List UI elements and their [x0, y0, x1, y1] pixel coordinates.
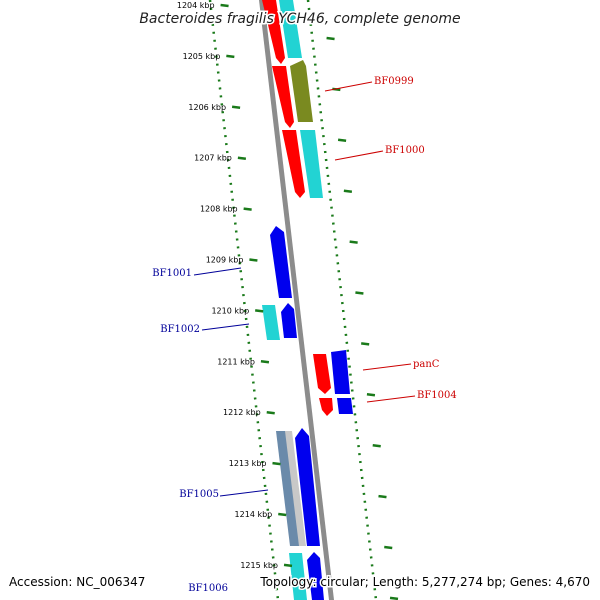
scale-tick-left — [226, 54, 235, 59]
gene-grey — [285, 431, 306, 546]
scale-tick-label: 1215 kbp — [240, 561, 278, 570]
callout-line — [362, 363, 412, 371]
scale-tick-label: 1210 kbp — [211, 306, 249, 315]
genome-backbone — [259, 0, 334, 600]
callout-line — [366, 395, 416, 403]
gene-cyan — [279, 0, 302, 58]
scale-tick-left — [249, 258, 258, 262]
gene-label-bf1000: BF1000 — [385, 145, 425, 156]
scale-tick-label: 1206 kbp — [188, 103, 226, 112]
scale-tick-right — [355, 291, 364, 295]
scale-tick-label: 1213 kbp — [229, 459, 267, 468]
gene-label-bf1004: BF1004 — [417, 390, 457, 401]
gene-red — [313, 354, 331, 394]
gene-callouts: BF0999 BF1000 BF1001 BF1002 panC BF1004 … — [152, 76, 457, 594]
scale-tick-label: 1208 kbp — [200, 205, 238, 214]
gene-label-panc: panC — [413, 359, 440, 370]
scale-tick-label: 1214 kbp — [235, 510, 273, 519]
scale-tick-label: 1205 kbp — [183, 52, 221, 61]
scale-tick-right — [378, 494, 387, 499]
scale-tick-left — [237, 156, 247, 160]
scale-tick-right — [326, 36, 335, 41]
scale-tick-left — [255, 309, 264, 313]
callout-line — [201, 323, 250, 331]
gene-blue — [295, 428, 320, 546]
scale-tick-left — [243, 207, 252, 211]
gene-red — [262, 0, 285, 64]
accession-text: Accession: NC_006347 — [9, 575, 145, 589]
gene-red — [282, 130, 305, 198]
topology-text: Topology: circular; Length: 5,277,274 bp… — [259, 575, 590, 589]
gene-blue — [337, 398, 353, 414]
scale-tick-right — [372, 443, 381, 448]
scale-tick-left — [272, 461, 281, 466]
gene-label-bf0999: BF0999 — [374, 76, 414, 87]
callout-line — [334, 150, 384, 161]
scale-tick-label: 1211 kbp — [217, 357, 255, 366]
scale-tick-left — [231, 105, 241, 110]
gene-label-bf1001: BF1001 — [152, 268, 192, 279]
scale-tick-right — [361, 342, 370, 346]
callout-line — [324, 81, 373, 92]
scale-ticks: 1204 kbp 1205 kbp 1206 kbp 1207 kbp 1208 kbp… — [177, 1, 399, 600]
gene-blue — [331, 350, 350, 394]
gene-label-bf1005: BF1005 — [179, 489, 219, 500]
gene-blue — [270, 226, 292, 298]
scale-tick-right — [337, 138, 347, 143]
scale-tick-right — [366, 393, 376, 397]
scale-tick-left — [266, 410, 275, 415]
gene-red — [272, 66, 294, 128]
scale-tick-right — [343, 189, 353, 193]
gene-cyan — [262, 305, 280, 340]
gene-label-bf1002: BF1002 — [160, 324, 200, 335]
gene-cyan — [300, 130, 323, 198]
scale-tick-label: 1212 kbp — [223, 408, 261, 417]
scale-tick-label: 1209 kbp — [206, 256, 244, 265]
gene-olive — [290, 60, 313, 122]
gene-blue — [281, 303, 297, 338]
scale-tick-right — [384, 545, 393, 550]
scale-tick-right — [349, 240, 358, 244]
scale-tick-left — [278, 512, 287, 517]
scale-tick-left — [220, 3, 229, 8]
map-title: Bacteroides fragilis YCH46, complete gen… — [139, 11, 460, 27]
scale-tick-right — [389, 596, 399, 600]
scale-tick-label: 1207 kbp — [194, 154, 232, 163]
gene-label-bf1006: BF1006 — [188, 583, 228, 594]
callout-line — [193, 267, 242, 276]
scale-tick-left — [283, 563, 293, 568]
callout-line — [219, 489, 269, 497]
gene-blue — [307, 552, 324, 600]
gene-features — [262, 0, 353, 600]
scale-tick-label: 1204 kbp — [177, 1, 215, 10]
right-track-border — [306, 0, 378, 600]
gene-steel — [276, 431, 300, 546]
gene-cyan — [289, 553, 307, 600]
gene-red — [319, 398, 333, 416]
scale-tick-left — [260, 360, 270, 364]
